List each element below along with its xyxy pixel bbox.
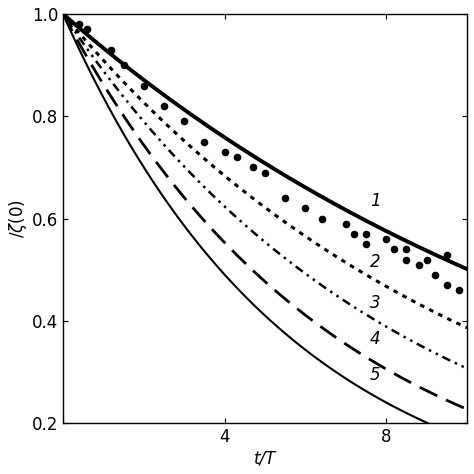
- Text: 3: 3: [370, 294, 381, 312]
- Point: [443, 282, 451, 289]
- Text: 5: 5: [370, 366, 381, 384]
- Point: [362, 230, 370, 238]
- Text: 1: 1: [370, 192, 381, 210]
- Point: [443, 251, 451, 258]
- Point: [455, 287, 463, 294]
- Point: [181, 118, 188, 125]
- Point: [431, 271, 438, 279]
- Point: [383, 236, 390, 243]
- Point: [140, 82, 147, 90]
- Point: [362, 240, 370, 248]
- Point: [350, 230, 358, 238]
- Point: [83, 26, 91, 33]
- Point: [201, 138, 208, 146]
- Text: 2: 2: [370, 253, 381, 271]
- Point: [261, 169, 269, 176]
- Point: [75, 20, 83, 28]
- Point: [233, 154, 240, 161]
- Point: [221, 148, 228, 156]
- Point: [415, 261, 422, 269]
- Point: [423, 256, 430, 264]
- Point: [402, 246, 410, 253]
- Point: [249, 164, 257, 171]
- Point: [318, 215, 325, 222]
- X-axis label: t/T: t/T: [254, 449, 276, 467]
- Point: [342, 220, 350, 228]
- Point: [160, 102, 168, 110]
- Y-axis label: $/\zeta(0)$: $/\zeta(0)$: [7, 199, 29, 238]
- Point: [108, 46, 115, 54]
- Text: 4: 4: [370, 330, 381, 348]
- Point: [391, 246, 398, 253]
- Point: [120, 61, 128, 69]
- Point: [301, 205, 309, 212]
- Point: [282, 194, 289, 202]
- Point: [402, 256, 410, 264]
